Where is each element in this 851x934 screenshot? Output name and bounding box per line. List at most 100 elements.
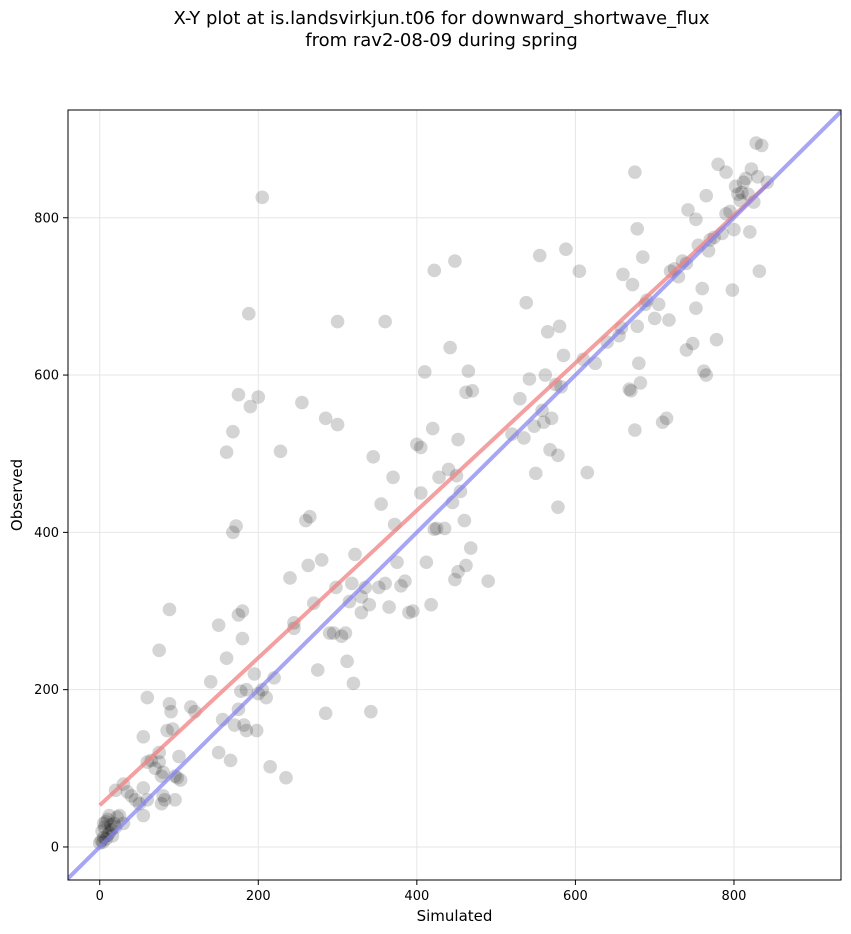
data-point (251, 686, 266, 701)
data-point (689, 212, 703, 227)
data-point (551, 500, 565, 514)
data-point (168, 792, 182, 807)
data-point (348, 547, 362, 562)
data-point (95, 824, 109, 839)
x-axis-ticks: 0 200 400 600 800 (96, 880, 746, 904)
data-point (406, 604, 420, 618)
data-point (689, 301, 703, 316)
data-point (295, 395, 309, 410)
x-tick-label: 0 (96, 889, 104, 904)
data-point (162, 697, 177, 711)
data-point (536, 415, 551, 430)
data-point (448, 572, 462, 587)
data-point (749, 136, 763, 150)
data-point (96, 816, 111, 831)
data-point (120, 785, 135, 799)
data-point (330, 314, 345, 329)
y-tick-label: 600 (34, 369, 59, 384)
data-point (235, 631, 250, 646)
y-axis-label: Observed (8, 459, 26, 531)
data-point (314, 553, 329, 567)
data-point (99, 814, 113, 829)
data-point (551, 448, 565, 463)
data-point (273, 444, 288, 459)
data-point (635, 250, 650, 264)
data-point (743, 225, 757, 239)
data-point (739, 171, 753, 186)
data-point (655, 415, 670, 430)
data-point (699, 368, 714, 382)
data-point (378, 576, 392, 591)
data-point (736, 175, 751, 190)
data-point (97, 820, 112, 835)
data-point (237, 718, 251, 732)
y-axis-ticks: 0 200 400 600 800 (34, 211, 68, 855)
data-point (346, 676, 361, 691)
data-point (697, 364, 711, 378)
data-point (572, 264, 587, 279)
data-point (633, 376, 648, 390)
data-point (279, 770, 293, 785)
data-point (157, 792, 172, 807)
data-point (390, 555, 404, 570)
data-point (659, 411, 674, 426)
data-point (184, 700, 198, 714)
data-point (172, 749, 186, 764)
data-point (459, 558, 473, 573)
data-point (754, 138, 769, 153)
data-point (671, 269, 686, 284)
data-point (235, 604, 250, 618)
data-point (532, 248, 547, 263)
plot-area (68, 110, 841, 880)
data-point (616, 267, 630, 282)
data-point (662, 313, 676, 327)
data-point (234, 684, 248, 699)
data-point (402, 605, 416, 620)
data-point (417, 365, 432, 379)
data-point (371, 580, 386, 595)
data-point (630, 221, 645, 236)
data-point (527, 419, 541, 433)
data-point (326, 626, 341, 640)
data-point (219, 651, 234, 666)
data-point (223, 753, 238, 768)
data-point (632, 356, 646, 371)
data-point (394, 579, 408, 593)
data-point (318, 706, 333, 721)
data-point (625, 277, 640, 292)
data-point (283, 571, 297, 585)
data-point (301, 558, 316, 573)
data-point (358, 580, 373, 595)
data-point (100, 812, 115, 827)
data-point (410, 437, 424, 452)
data-point (544, 411, 559, 426)
data-point (249, 723, 264, 738)
data-point (679, 343, 694, 357)
data-point (414, 440, 428, 455)
data-point (140, 690, 155, 705)
data-point (548, 377, 563, 392)
data-point (241, 306, 256, 321)
data-point (112, 808, 127, 823)
data-point (457, 513, 472, 528)
data-point (124, 789, 139, 803)
data-point (362, 597, 377, 612)
one-to-one-line (68, 110, 841, 880)
data-point (108, 820, 123, 835)
data-point (528, 466, 543, 481)
data-point (374, 497, 388, 511)
data-point (162, 602, 177, 617)
chart-title-line-2: from rav2-08-09 during spring (305, 30, 578, 51)
data-point (441, 462, 456, 477)
data-point (699, 188, 714, 203)
data-point (306, 596, 321, 610)
data-point (226, 525, 240, 540)
data-point (481, 574, 495, 588)
data-point (255, 190, 270, 205)
data-point (443, 340, 457, 355)
data-point (334, 629, 349, 643)
data-point (231, 608, 246, 622)
data-point (136, 808, 151, 823)
data-point (427, 263, 442, 278)
